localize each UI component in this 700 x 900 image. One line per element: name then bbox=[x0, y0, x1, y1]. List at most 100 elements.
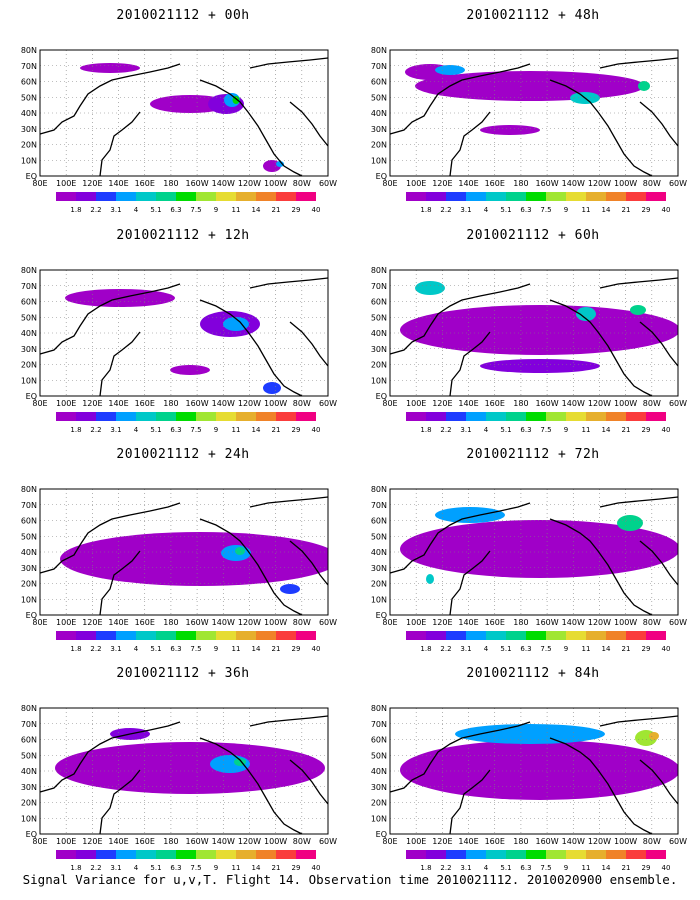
lon-tick-label: 120W bbox=[238, 618, 261, 627]
coastline bbox=[39, 502, 181, 574]
colorbar-label: 40 bbox=[662, 206, 671, 214]
coastline bbox=[289, 540, 329, 586]
colorbar-label: 6.3 bbox=[170, 206, 181, 214]
lon-tick-label: 80W bbox=[293, 837, 311, 846]
colorbar-swatch bbox=[526, 192, 546, 201]
lat-tick-label: 70N bbox=[371, 62, 387, 71]
colorbar-label: 7.5 bbox=[190, 426, 201, 434]
colorbar-label: 3.1 bbox=[460, 864, 471, 872]
colorbar-label: 2.2 bbox=[90, 645, 101, 653]
lon-tick-label: 100E bbox=[56, 399, 76, 408]
colorbar-label: 5.1 bbox=[150, 645, 161, 653]
colorbar-swatch bbox=[236, 850, 256, 859]
colorbar-label: 9 bbox=[214, 864, 218, 872]
colorbar-label: 14 bbox=[602, 645, 611, 653]
colorbar-swatch bbox=[96, 631, 116, 640]
variance-contour bbox=[223, 317, 249, 331]
lat-tick-label: 80N bbox=[371, 704, 387, 713]
lon-tick-label: 100W bbox=[264, 399, 287, 408]
colorbar-swatch bbox=[136, 412, 156, 421]
coastline bbox=[199, 79, 303, 177]
colorbar-swatch bbox=[446, 192, 466, 201]
panel-title: 2010021112 + 60h bbox=[466, 228, 600, 243]
colorbar-label: 6.3 bbox=[520, 645, 531, 653]
lon-tick-label: 60W bbox=[319, 837, 337, 846]
lat-tick-label: 30N bbox=[21, 125, 37, 134]
colorbar-label: 7.5 bbox=[190, 206, 201, 214]
lat-tick-label: 50N bbox=[371, 93, 387, 102]
colorbar-swatch bbox=[446, 412, 466, 421]
variance-contour bbox=[480, 359, 600, 373]
lat-tick-label: 70N bbox=[21, 282, 37, 291]
colorbar-swatch bbox=[116, 631, 136, 640]
lon-tick-label: 100E bbox=[406, 837, 426, 846]
colorbar-label: 3.1 bbox=[110, 864, 121, 872]
colorbar-swatch bbox=[486, 631, 506, 640]
lon-tick-label: 120E bbox=[432, 618, 452, 627]
colorbar-label: 40 bbox=[662, 645, 671, 653]
lon-tick-label: 120E bbox=[432, 179, 452, 188]
colorbar-swatch bbox=[176, 631, 196, 640]
colorbar-label: 7.5 bbox=[190, 864, 201, 872]
lon-tick-label: 140W bbox=[562, 618, 585, 627]
lon-tick-label: 80W bbox=[293, 179, 311, 188]
colorbar-label: 5.1 bbox=[500, 206, 511, 214]
coastline bbox=[639, 540, 679, 586]
lon-tick-label: 80E bbox=[382, 837, 397, 846]
colorbar-label: 11 bbox=[232, 206, 241, 214]
lat-tick-label: 20N bbox=[371, 580, 387, 589]
lat-tick-label: 80N bbox=[21, 46, 37, 55]
coastline bbox=[39, 283, 181, 355]
lat-tick-label: 20N bbox=[21, 361, 37, 370]
lon-tick-label: 140E bbox=[108, 399, 128, 408]
colorbar-label: 1.8 bbox=[70, 645, 81, 653]
lat-tick-label: 80N bbox=[21, 266, 37, 275]
colorbar-label: 21 bbox=[272, 645, 281, 653]
colorbar-swatch bbox=[236, 631, 256, 640]
lat-tick-label: 20N bbox=[21, 580, 37, 589]
lat-tick-label: 40N bbox=[371, 767, 387, 776]
lon-tick-label: 180 bbox=[163, 837, 178, 846]
colorbar-swatch bbox=[646, 412, 666, 421]
colorbar-swatch bbox=[116, 850, 136, 859]
coastline bbox=[599, 57, 679, 69]
panel-title: 2010021112 + 84h bbox=[466, 666, 600, 681]
colorbar-label: 9 bbox=[214, 206, 218, 214]
colorbar-label: 7.5 bbox=[540, 206, 551, 214]
colorbar-swatch bbox=[506, 192, 526, 201]
forecast-panel: 2010021112 + 24h 80E 100E 120E 140E 160E 180 16… bbox=[18, 447, 348, 661]
lat-tick-label: 20N bbox=[21, 141, 37, 150]
colorbar-swatch bbox=[486, 192, 506, 201]
lon-tick-label: 140W bbox=[212, 837, 235, 846]
coastline bbox=[249, 496, 329, 508]
colorbar-label: 14 bbox=[602, 426, 611, 434]
colorbar-swatch bbox=[56, 192, 76, 201]
lon-tick-label: 160E bbox=[135, 179, 155, 188]
lat-tick-label: 80N bbox=[21, 704, 37, 713]
lat-tick-label: 30N bbox=[371, 345, 387, 354]
lat-tick-label: 60N bbox=[21, 736, 37, 745]
lat-tick-label: 50N bbox=[21, 532, 37, 541]
coastline bbox=[549, 518, 653, 616]
colorbar-label: 7.5 bbox=[540, 645, 551, 653]
lon-tick-label: 60W bbox=[319, 618, 337, 627]
colorbar-label: 21 bbox=[272, 426, 281, 434]
colorbar-swatch bbox=[466, 192, 486, 201]
lon-tick-label: 80E bbox=[382, 179, 397, 188]
lat-tick-label: 60N bbox=[21, 78, 37, 87]
colorbar-label: 1.8 bbox=[420, 645, 431, 653]
colorbar-swatch bbox=[626, 412, 646, 421]
panel-title: 2010021112 + 00h bbox=[116, 8, 250, 23]
lon-tick-label: 160E bbox=[135, 618, 155, 627]
lon-tick-label: 160E bbox=[485, 399, 505, 408]
colorbar-swatch bbox=[526, 412, 546, 421]
lon-tick-label: 180 bbox=[163, 399, 178, 408]
coastline bbox=[39, 63, 181, 135]
lon-tick-label: 100E bbox=[406, 179, 426, 188]
colorbar-label: 21 bbox=[622, 206, 631, 214]
colorbar-label: 3.1 bbox=[110, 426, 121, 434]
colorbar-label: 14 bbox=[252, 645, 261, 653]
lon-tick-label: 180 bbox=[163, 179, 178, 188]
colorbar-label: 9 bbox=[564, 864, 568, 872]
map-frame bbox=[389, 488, 679, 616]
